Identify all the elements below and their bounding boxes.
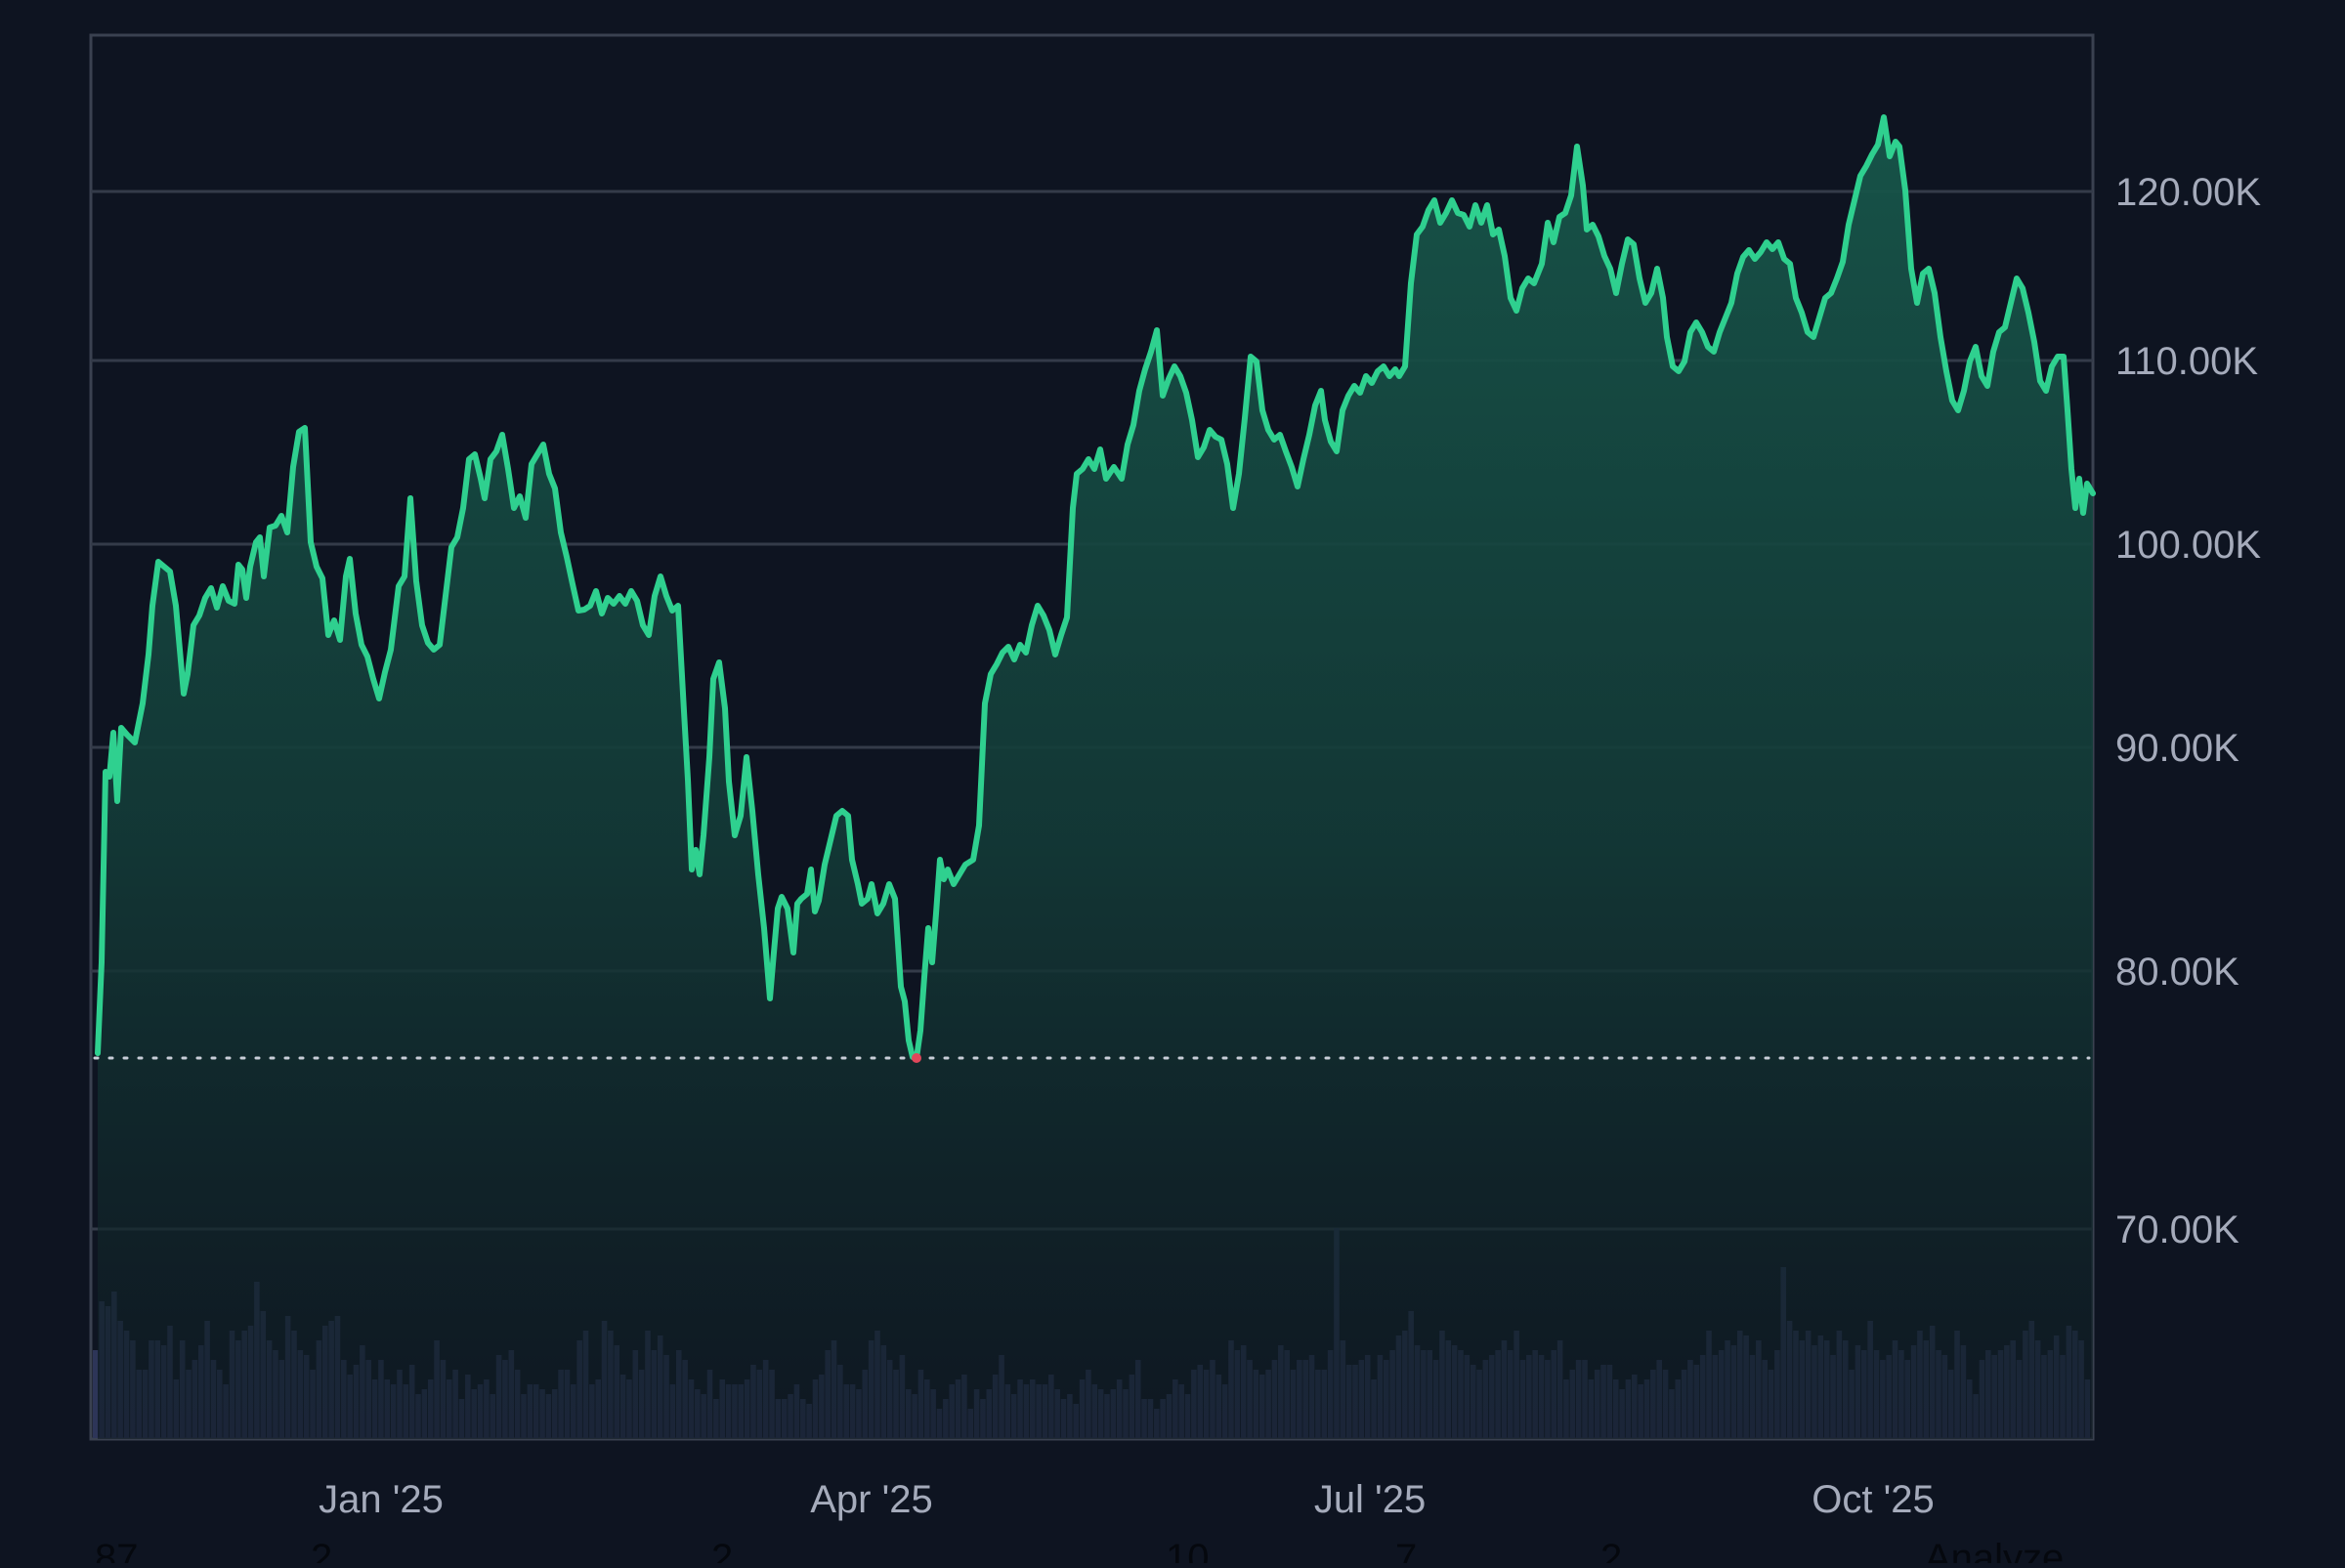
y-axis-labels: 120.00K 110.00K 100.00K 90.00K 80.00K 70.00K xyxy=(2115,171,2261,1251)
footer-count-fragment: 2 xyxy=(311,1537,332,1563)
x-tick-label: Jan '25 xyxy=(319,1478,444,1521)
price-area-fill xyxy=(98,117,2093,1439)
footer-count-fragment: 7 xyxy=(1395,1537,1417,1563)
x-tick-label: Oct '25 xyxy=(1812,1478,1934,1521)
y-tick-label: 100.00K xyxy=(2115,524,2261,567)
price-line[interactable] xyxy=(95,114,2096,1061)
volume-bar xyxy=(93,1350,99,1438)
min-price-marker[interactable] xyxy=(912,1053,921,1063)
analyze-button-label[interactable]: Analyze xyxy=(1925,1537,2064,1568)
footer-count-fragment: 87 xyxy=(95,1537,139,1563)
footer-count-fragment: 10 xyxy=(1166,1537,1210,1563)
y-tick-label: 110.00K xyxy=(2115,340,2258,383)
y-tick-label: 120.00K xyxy=(2115,171,2261,214)
footer-count-fragment: 2 xyxy=(711,1537,733,1563)
y-tick-label: 70.00K xyxy=(2115,1208,2239,1251)
y-tick-label: 80.00K xyxy=(2115,951,2239,994)
x-axis-labels: Jan '25 Apr '25 Jul '25 Oct '25 xyxy=(319,1478,1935,1521)
x-tick-label: Apr '25 xyxy=(810,1478,933,1521)
x-tick-label: Jul '25 xyxy=(1314,1478,1426,1521)
footer-toolbar-fragments: 87 2 2 10 7 2 Analyze xyxy=(95,1537,2064,1568)
y-tick-label: 90.00K xyxy=(2115,727,2239,770)
footer-count-fragment: 2 xyxy=(1600,1537,1622,1563)
